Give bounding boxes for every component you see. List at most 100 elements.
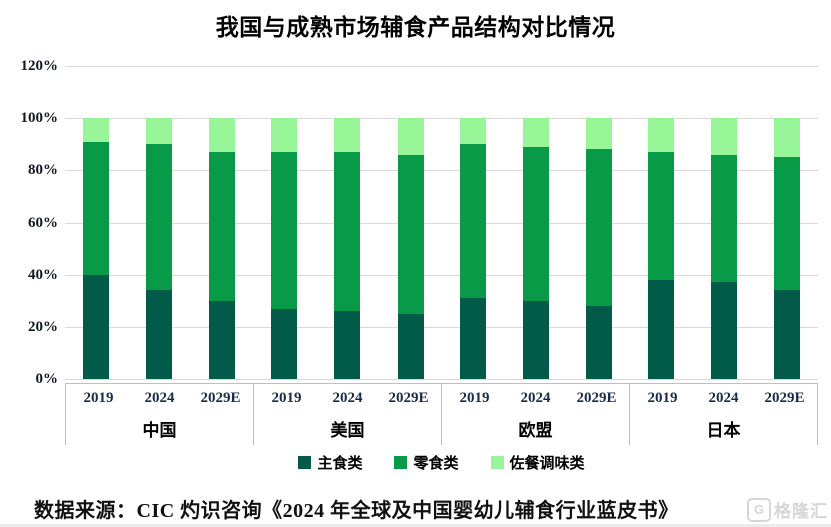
- bar-segment-零食类: [83, 141, 109, 275]
- bar-segment-零食类: [334, 151, 361, 312]
- year-label: 2019: [271, 389, 302, 406]
- gridline: [65, 170, 818, 171]
- bar-segment-零食类: [774, 157, 800, 291]
- years-row: 2019 2024 2029E: [254, 384, 441, 412]
- y-tick-label: 120%: [20, 58, 59, 74]
- bar-segment-佐餐调味类: [397, 118, 424, 155]
- legend-swatch-icon: [298, 456, 312, 469]
- bar-segment-主食类: [209, 300, 236, 379]
- bar-segment-佐餐调味类: [585, 118, 612, 150]
- bar-segment-佐餐调味类: [209, 118, 236, 152]
- bar-segment-主食类: [522, 300, 549, 379]
- bottom-divider: [0, 524, 831, 527]
- bar-segment-主食类: [647, 279, 674, 379]
- year-label: 2029E: [576, 389, 617, 406]
- bar-segment-零食类: [710, 154, 737, 283]
- axis-cell-欧盟: 2019 2024 2029E 欧盟: [442, 384, 630, 445]
- y-tick-label: 80%: [28, 162, 58, 179]
- bar-group-日本: [630, 118, 818, 379]
- bar-欧盟-2024: [522, 118, 549, 379]
- bar-欧盟-2029E: [585, 118, 612, 379]
- year-label: 2024: [520, 389, 551, 406]
- year-label: 2029E: [200, 389, 241, 406]
- bars-layer: [65, 118, 818, 379]
- bar-segment-佐餐调味类: [459, 118, 486, 145]
- year-label: 2019: [83, 389, 114, 406]
- bar-美国-2019: [271, 118, 298, 379]
- bar-segment-零食类: [397, 154, 424, 314]
- group-label-中国: 中国: [142, 421, 177, 440]
- bar-美国-2029E: [397, 118, 424, 379]
- bar-欧盟-2019: [459, 118, 486, 379]
- legend: 主食类 零食类 佐餐调味类: [65, 452, 818, 473]
- bar-segment-零食类: [209, 151, 236, 301]
- legend-item-主食类: 主食类: [298, 452, 362, 473]
- y-tick-label: 20%: [28, 318, 58, 335]
- year-label: 2024: [144, 389, 175, 406]
- bar-segment-主食类: [774, 290, 800, 379]
- bar-segment-主食类: [334, 311, 361, 379]
- bar-segment-零食类: [585, 149, 612, 306]
- bar-segment-主食类: [83, 274, 109, 379]
- bar-segment-佐餐调味类: [647, 118, 674, 152]
- year-label: 2029E: [388, 389, 429, 406]
- bar-group-美国: [253, 118, 441, 379]
- bar-segment-主食类: [585, 305, 612, 379]
- group-label-欧盟: 欧盟: [518, 421, 553, 440]
- y-tick-label: 0%: [35, 371, 59, 387]
- years-row: 2019 2024 2029E: [66, 384, 253, 412]
- bar-segment-零食类: [647, 151, 674, 280]
- watermark-label: 格隆汇: [774, 502, 828, 521]
- legend-item-零食类: 零食类: [394, 452, 459, 473]
- bar-segment-零食类: [146, 144, 173, 291]
- bar-segment-佐餐调味类: [146, 118, 173, 145]
- legend-swatch-icon: [394, 456, 408, 469]
- bar-中国-2029E: [209, 118, 236, 379]
- bar-segment-佐餐调味类: [271, 118, 298, 152]
- bar-日本-2024: [710, 118, 737, 379]
- y-axis: 120% 100% 80% 60% 40% 20% 0%: [0, 0, 59, 420]
- bar-segment-零食类: [271, 151, 298, 309]
- bar-segment-佐餐调味类: [774, 118, 800, 158]
- legend-swatch-icon: [490, 456, 504, 469]
- year-label: 2019: [647, 389, 678, 406]
- chart-title: 我国与成熟市场辅食产品结构对比情况: [215, 15, 616, 40]
- y-tick-label: 40%: [28, 266, 58, 283]
- category-axis: 2019 2024 2029E 中国 2019 2024 2029E 美国 2019 2024 20…: [65, 383, 818, 445]
- legend-label: 零食类: [413, 456, 459, 472]
- bar-segment-佐餐调味类: [334, 118, 361, 152]
- year-label: 2024: [332, 389, 363, 406]
- bar-group-欧盟: [442, 118, 630, 379]
- bar-segment-佐餐调味类: [83, 118, 109, 142]
- years-row: 2019 2024 2029E: [442, 384, 629, 412]
- year-label: 2019: [459, 389, 490, 406]
- gridline: [65, 118, 818, 119]
- y-tick-label: 100%: [20, 110, 59, 127]
- bar-segment-佐餐调味类: [522, 118, 549, 147]
- bar-segment-主食类: [459, 298, 486, 379]
- legend-label: 主食类: [317, 456, 363, 472]
- gridline: [65, 223, 818, 224]
- y-tick-label: 60%: [28, 214, 58, 231]
- gridline: [65, 327, 818, 328]
- axis-cell-中国: 2019 2024 2029E 中国: [65, 384, 254, 445]
- bar-日本-2019: [647, 118, 674, 379]
- bar-日本-2029E: [774, 118, 800, 379]
- bar-segment-主食类: [397, 313, 424, 379]
- bar-segment-零食类: [459, 144, 486, 299]
- gridline: [65, 275, 818, 276]
- group-label-日本: 日本: [706, 421, 741, 440]
- legend-label: 佐餐调味类: [509, 456, 585, 472]
- years-row: 2019 2024 2029E: [630, 384, 817, 412]
- watermark: G 格隆汇: [747, 497, 828, 522]
- bar-segment-零食类: [522, 146, 549, 301]
- axis-cell-日本: 2019 2024 2029E 日本: [630, 384, 818, 445]
- plot-area: [65, 66, 818, 380]
- gelonghui-logo-icon: G: [747, 497, 771, 522]
- gridline: [65, 379, 818, 380]
- bar-segment-主食类: [271, 308, 298, 379]
- bar-中国-2019: [83, 118, 109, 379]
- legend-item-佐餐调味类: 佐餐调味类: [490, 452, 585, 473]
- year-label: 2029E: [764, 389, 805, 406]
